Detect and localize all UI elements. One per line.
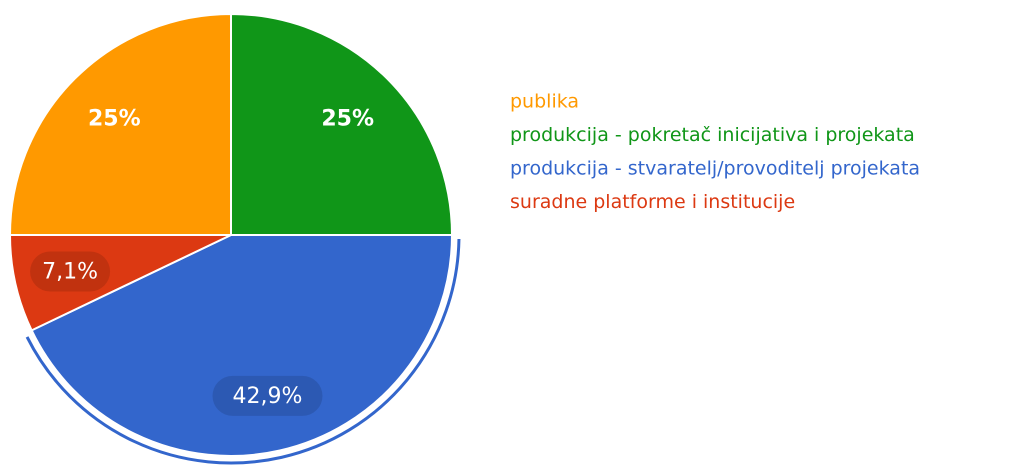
legend-entry: suradne platforme i institucije bbox=[510, 191, 795, 213]
pie-slice bbox=[8, 12, 232, 236]
legend-entry: publika bbox=[510, 91, 579, 113]
legend-entry: produkcija - pokretač inicijativa i proj… bbox=[510, 124, 915, 146]
slice-label: 25% bbox=[321, 106, 374, 131]
legend-entry: produkcija - stvaratelj/provoditelj proj… bbox=[510, 158, 920, 180]
slice-highlight bbox=[25, 238, 461, 465]
pie-slice bbox=[230, 12, 454, 236]
slice-label: 42,9% bbox=[233, 384, 303, 409]
slice-label: 7,1% bbox=[42, 259, 98, 284]
pie-slice bbox=[30, 234, 454, 457]
pie-slice bbox=[8, 234, 232, 332]
label-pill bbox=[30, 251, 111, 292]
slice-label: 25% bbox=[88, 106, 141, 131]
label-pill bbox=[212, 375, 323, 416]
